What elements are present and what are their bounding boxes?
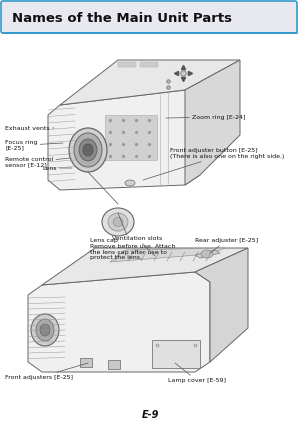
Ellipse shape: [102, 208, 134, 236]
Text: Ventilation slots: Ventilation slots: [112, 236, 162, 256]
Polygon shape: [195, 248, 248, 362]
Bar: [140, 62, 158, 67]
Polygon shape: [152, 340, 200, 368]
Polygon shape: [28, 272, 210, 372]
Bar: [108, 360, 120, 369]
Polygon shape: [60, 60, 240, 105]
Text: Zoom ring [E-24]: Zoom ring [E-24]: [166, 114, 245, 120]
Bar: [80, 358, 92, 367]
Polygon shape: [42, 248, 248, 285]
Text: Remote control
sensor [E-12]: Remote control sensor [E-12]: [5, 157, 70, 168]
Text: Lens: Lens: [42, 165, 72, 170]
Bar: [118, 62, 136, 67]
Text: Rear adjuster [E-25]: Rear adjuster [E-25]: [195, 238, 258, 253]
Ellipse shape: [36, 319, 54, 341]
Ellipse shape: [79, 139, 97, 161]
Ellipse shape: [31, 314, 59, 346]
Text: Lens cap
Remove before use. Attach
the lens cap after use to
protect the lens.: Lens cap Remove before use. Attach the l…: [90, 213, 176, 260]
Text: Exhaust vents: Exhaust vents: [5, 126, 54, 131]
Ellipse shape: [83, 144, 93, 156]
Text: Names of the Main Unit Parts: Names of the Main Unit Parts: [12, 11, 232, 25]
FancyBboxPatch shape: [1, 1, 297, 33]
Ellipse shape: [125, 180, 135, 186]
Bar: [105, 115, 157, 160]
Ellipse shape: [74, 133, 102, 167]
Ellipse shape: [108, 213, 128, 231]
Polygon shape: [48, 90, 200, 190]
Ellipse shape: [113, 218, 123, 226]
Ellipse shape: [201, 250, 213, 258]
Text: Front adjusters [E-25]: Front adjusters [E-25]: [5, 363, 88, 380]
Ellipse shape: [69, 128, 107, 172]
Text: Front adjuster button [E-25]
(There is also one on the right side.): Front adjuster button [E-25] (There is a…: [143, 148, 284, 180]
Text: Focus ring
[E-25]: Focus ring [E-25]: [5, 140, 63, 151]
Text: Lamp cover [E-59]: Lamp cover [E-59]: [168, 363, 226, 383]
Polygon shape: [185, 60, 240, 185]
Ellipse shape: [40, 324, 50, 336]
Polygon shape: [195, 250, 220, 258]
Polygon shape: [110, 248, 225, 262]
Text: E-9: E-9: [141, 410, 159, 420]
